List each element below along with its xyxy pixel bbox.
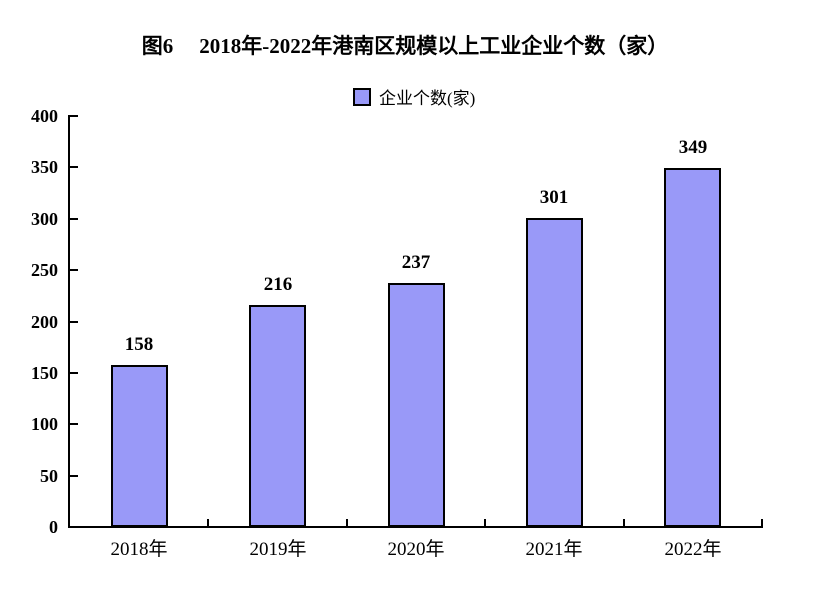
- x-axis-tick: [207, 519, 210, 527]
- legend: 企业个数(家): [353, 84, 475, 109]
- x-axis-tick: [484, 519, 487, 527]
- x-category-label: 2018年: [110, 539, 168, 560]
- legend-label: 企业个数(家): [379, 89, 476, 108]
- bar: [111, 365, 168, 527]
- figure-number: 图6: [141, 34, 174, 58]
- y-axis-tick: [70, 423, 78, 426]
- bar-value-label: 158: [124, 334, 154, 355]
- y-axis-tick: [70, 115, 78, 117]
- chart-title-text: 2018年-2022年港南区规模以上工业企业个数（家）: [199, 34, 669, 58]
- legend-swatch: [353, 87, 371, 106]
- chart-title: 图6 2018年-2022年港南区规模以上工业企业个数（家）: [0, 30, 810, 60]
- x-axis-line: [68, 526, 763, 528]
- y-tick-label: 400: [31, 106, 58, 126]
- y-tick-label: 250: [31, 260, 58, 281]
- x-category-label: 2021年: [525, 539, 583, 560]
- y-tick-label: 50: [40, 465, 58, 486]
- x-axis-tick: [761, 519, 763, 527]
- bar-value-label: 237: [401, 252, 431, 273]
- bar-value-label: 349: [678, 137, 708, 158]
- y-axis-tick: [70, 217, 78, 220]
- bar-value-label: 301: [539, 187, 569, 208]
- x-category-label: 2019年: [249, 539, 307, 560]
- y-tick-label: 200: [31, 311, 58, 332]
- y-axis-line: [68, 115, 70, 527]
- bar: [388, 283, 445, 527]
- y-tick-label: 100: [31, 414, 58, 435]
- x-axis-tick: [345, 519, 348, 527]
- y-tick-label: 150: [31, 362, 58, 383]
- y-tick-label: 0: [49, 517, 58, 537]
- y-axis-tick: [70, 371, 78, 374]
- bar: [249, 305, 306, 527]
- x-category-label: 2020年: [387, 539, 445, 560]
- x-category-label: 2022年: [664, 539, 722, 560]
- bar-value-label: 216: [263, 274, 293, 295]
- x-axis-tick: [622, 519, 625, 527]
- bar: [526, 218, 583, 527]
- y-axis-tick: [70, 166, 78, 169]
- y-tick-label: 350: [31, 157, 58, 178]
- y-axis-tick: [70, 269, 78, 272]
- bar: [664, 168, 721, 527]
- y-axis-tick: [70, 320, 78, 323]
- y-axis-tick: [70, 474, 78, 477]
- y-tick-label: 300: [31, 208, 58, 229]
